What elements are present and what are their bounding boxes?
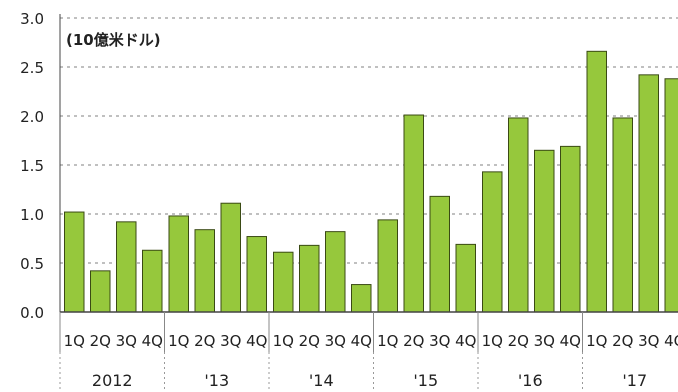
quarter-label: 2Q (403, 332, 424, 350)
quarter-label: 3Q (325, 332, 346, 350)
axes (59, 14, 678, 392)
year-label: 2012 (92, 371, 133, 390)
quarter-label: 3Q (116, 332, 137, 350)
bar (638, 74, 659, 313)
quarter-label: 2Q (299, 332, 320, 350)
quarter-label: 4Q (560, 332, 581, 350)
bar (351, 284, 372, 313)
bar (116, 221, 137, 313)
bar (90, 270, 111, 313)
quarter-label: 1Q (168, 332, 189, 350)
bar (273, 251, 294, 313)
year-label: '16 (518, 371, 543, 390)
quarter-label: 4Q (246, 332, 267, 350)
quarter-label: 4Q (142, 332, 163, 350)
bar (612, 117, 633, 313)
y-tick-label: 2.0 (20, 108, 44, 126)
bars (64, 50, 678, 313)
y-tick-label: 1.0 (20, 206, 44, 224)
bar (299, 244, 320, 313)
year-label: '13 (204, 371, 229, 390)
bar (168, 215, 189, 313)
bar (194, 229, 215, 313)
y-tick-label: 2.5 (20, 59, 44, 77)
quarter-label: 1Q (273, 332, 294, 350)
y-tick-label: 0.5 (20, 255, 44, 273)
quarter-label: 4Q (455, 332, 476, 350)
bar (482, 171, 503, 313)
y-tick-label: 0.0 (20, 304, 44, 322)
quarter-label: 2Q (508, 332, 529, 350)
bar (586, 50, 607, 313)
year-label: '17 (622, 371, 647, 390)
bar (455, 243, 476, 313)
quarter-label: 3Q (429, 332, 450, 350)
bar (377, 219, 398, 313)
bar (560, 145, 581, 313)
bar (403, 114, 424, 313)
quarter-label: 2Q (612, 332, 633, 350)
quarter-label: 1Q (586, 332, 607, 350)
quarter-label: 1Q (482, 332, 503, 350)
quarter-label: 1Q (377, 332, 398, 350)
y-tick-label: 3.0 (20, 10, 44, 28)
bar (429, 195, 450, 313)
y-tick-labels: 0.0 0.5 1.0 1.5 2.0 2.5 3.0 (20, 10, 44, 322)
quarter-label: 4Q (664, 332, 678, 350)
bar (142, 249, 163, 313)
gridlines (60, 17, 678, 264)
x-tick-labels: 1Q 2Q 3Q 4Q 1Q 2Q 3Q 4Q 1Q 2Q 3Q 4Q 1Q 2Q 3Q 4Q 1Q 2Q 3Q 4Q… (64, 332, 678, 390)
quarter-label: 4Q (351, 332, 372, 350)
unit-label: (10億米ドル) (66, 31, 161, 49)
quarter-label: 2Q (194, 332, 215, 350)
bar (325, 231, 346, 313)
bar (220, 202, 241, 313)
y-tick-label: 1.5 (20, 157, 44, 175)
bar (508, 117, 529, 313)
bar (664, 78, 678, 313)
quarter-label: 2Q (90, 332, 111, 350)
quarter-label: 3Q (220, 332, 241, 350)
bar (534, 149, 555, 313)
quarter-label: 3Q (638, 332, 659, 350)
quarter-label: 1Q (64, 332, 85, 350)
year-label: '15 (413, 371, 438, 390)
quarter-label: 3Q (534, 332, 555, 350)
bar (64, 211, 85, 313)
bar (246, 236, 267, 313)
year-label: '14 (309, 371, 334, 390)
